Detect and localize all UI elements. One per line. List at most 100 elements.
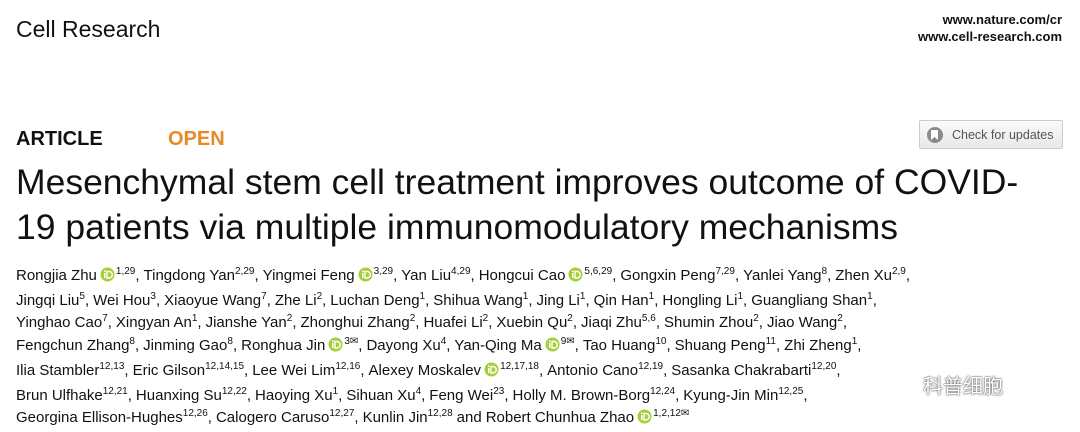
orcid-icon[interactable] [100,267,115,290]
affiliation: 1 [867,290,873,302]
author: Shihua Wang1, [433,291,532,309]
affiliation: 1 [851,336,858,348]
author: Tao Huang10, [583,337,671,355]
author-name: Yan Liu [401,267,452,284]
affiliation: 12,28 [427,408,453,420]
orcid-icon[interactable] [484,362,499,385]
author-name: Ilia Stambler [16,361,100,379]
author: Hongcui Cao 5,6,29, [479,266,617,285]
affiliation: 1 [332,385,339,397]
journal-urls: www.nature.com/cr www.cell-research.com [918,11,1062,45]
separator: , [654,291,659,309]
affiliation: 2 [409,313,416,325]
author-name: Zhe Li [274,291,317,309]
affiliation: 12,19 [638,360,664,372]
author: Xiaoyue Wang7, [164,291,271,309]
author-name: Robert Chunhua Zhao [485,409,635,427]
author: Shuang Peng11, [675,336,781,355]
affiliation: 2 [567,313,573,325]
author-name: Xingyan An [115,314,192,332]
title-line: Mesenchymal stem cell treatment improves… [16,162,1019,202]
author: Jiaqi Zhu5,6, [581,314,660,332]
orcid-icon[interactable] [358,267,373,290]
journal-name: Cell Research [16,16,161,42]
author-list: Rongjia Zhu 1,29, Tingdong Yan2,29, Yingmei… [16,265,1066,432]
separator: , [446,337,451,355]
author: Jinming Gao8, [143,336,237,355]
separator: , [612,267,617,284]
author: Georgina Ellison-Hughes12,26, [16,409,212,427]
author: Zhi Zheng1, [784,336,862,355]
orcid-icon[interactable] [328,337,343,360]
author-name: Huafei Li [423,314,483,332]
author: Lee Wei Lim12,16, [252,361,364,379]
check-updates-button[interactable]: Check for updates [919,120,1063,149]
orcid-icon[interactable] [568,267,583,290]
author-name: Dayong Xu [366,337,441,355]
affiliation: 12,22 [221,385,247,397]
author-name: Luchan Deng [330,291,420,309]
title-line: 19 patients via multiple immunomodulator… [16,207,898,247]
affiliation: 5,6,29 [584,266,613,277]
author-name: Sasanka Chakrabarti [671,361,812,379]
author: Fengchun Zhang8, [16,337,140,355]
affiliation: 1,29 [115,266,136,277]
check-label: Check for updates [952,127,1054,142]
author: Alexey Moskalev 12,17,18, [369,361,544,379]
separator: , [127,386,132,404]
affiliation: 8 [227,336,233,348]
author-name: Jianshe Yan [205,314,287,332]
affiliation: 3,29 [373,266,394,277]
affiliation: 1 [419,290,426,302]
separator: , [244,361,249,379]
author: Gongxin Peng7,29, [620,267,739,285]
affiliation: 1 [648,290,655,302]
author-name: Kunlin Jin [362,409,428,427]
author-name: Shumin Zhou [663,314,754,332]
author-name: Eric Gilson [132,361,206,379]
affiliation: 1 [579,290,586,302]
separator: , [572,314,578,332]
author-name: Jinming Gao [143,337,228,355]
author: Yan Liu4,29, [401,267,475,285]
separator: , [803,386,808,404]
author-name: Zhen Xu [835,267,892,284]
author-name: Guangliang Shan [751,291,868,309]
separator: , [857,337,862,355]
affiliation: 9✉ [560,336,575,348]
separator: , [134,337,140,355]
separator: , [775,337,781,355]
affiliation: 1 [191,313,198,325]
article-title: Mesenchymal stem cell treatment improves… [16,160,1018,250]
author: Guangliang Shan1, [751,290,877,309]
separator: , [663,361,668,379]
author-name: Zhonghui Zhang [300,314,410,332]
author-line: Rongjia Zhu 1,29, Tingdong Yan2,29, Yingmei… [16,265,1066,290]
author-name: Georgina Ellison-Hughes [16,409,183,427]
author-line: Jingqi Liu5, Wei Hou3, Xiaoyue Wang7, Zhe L… [16,290,1066,313]
author: Shumin Zhou2, [663,314,763,332]
author-name: Xuebin Qu [496,314,568,332]
author-line: Brun Ulfhake12,21, Huanxing Su12,22, Haoyi… [16,385,1066,408]
author-name: Holly M. Brown-Borg [512,386,651,404]
separator: , [292,314,297,332]
author-line: Georgina Ellison-Hughes12,26, Calogero Ca… [16,407,1066,432]
affiliation: 12,14,15 [205,360,245,372]
orcid-icon[interactable] [545,337,560,360]
url[interactable]: www.cell-research.com [917,29,1062,44]
author: Luchan Deng1, [330,290,429,309]
affiliation: 5 [79,290,85,302]
author: Jiao Wang2, [767,314,847,332]
url[interactable]: www.nature.com/cr [942,12,1062,27]
separator: , [872,291,877,309]
separator: , [358,337,363,355]
author-name: Yingmei Feng [262,267,355,284]
separator: , [827,267,832,284]
author: Wei Hou3, [93,291,160,309]
author: Yinghao Cao7, [16,314,112,332]
affiliation: 11 [765,336,776,348]
author-name: Sihuan Xu [346,386,416,404]
orcid-icon[interactable] [637,409,652,432]
separator: , [470,267,475,284]
